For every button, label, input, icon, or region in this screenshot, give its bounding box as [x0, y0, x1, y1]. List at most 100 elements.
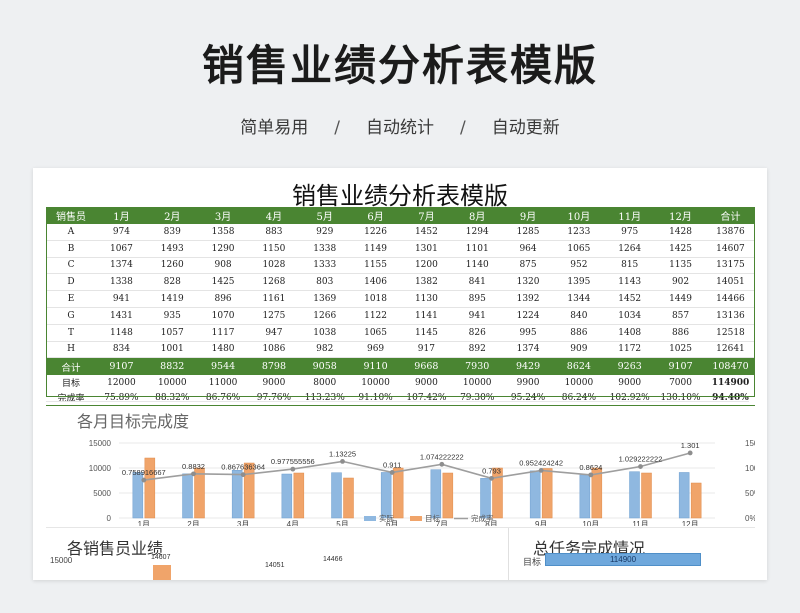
- table-cell: 886: [553, 324, 605, 342]
- legend-swatch-actual: [364, 516, 376, 521]
- table-cell: 12641: [705, 341, 755, 359]
- table-cell: 1260: [146, 257, 198, 275]
- table-cell: 13175: [705, 257, 755, 275]
- table-cell: 1224: [502, 307, 554, 325]
- x-tick-label: 11月: [632, 520, 648, 526]
- salesperson-bar: [153, 565, 171, 580]
- table-cell: 982: [299, 341, 351, 359]
- table-cell: 917: [400, 341, 452, 359]
- table-cell: 1141: [400, 307, 452, 325]
- total-cell: 8624: [553, 357, 605, 376]
- table-cell: 1374: [502, 341, 554, 359]
- data-label: 1.074222222: [420, 452, 464, 461]
- salesperson-bar-label: 14607: [151, 554, 171, 561]
- actual-bar: [480, 478, 491, 519]
- table-cell: 1449: [655, 290, 706, 308]
- legend-label: 完成率: [471, 513, 494, 523]
- salesperson-name: E: [46, 290, 97, 308]
- table-cell: 883: [248, 224, 300, 241]
- table-body: A 974 839 1358 883 929 1226 1452 1294 1285 1233 975…: [46, 224, 755, 359]
- total-cell: 9107: [96, 357, 147, 376]
- table-cell: 1233: [553, 224, 605, 241]
- table-cell: 1275: [248, 307, 300, 325]
- table-cell: 1018: [350, 290, 401, 308]
- y-left-tick-label: 0: [107, 514, 112, 523]
- table-cell: 1374: [96, 257, 147, 275]
- table-cell: 1369: [299, 290, 351, 308]
- total-cell: 9668: [400, 357, 452, 376]
- data-label: 0.911: [383, 460, 401, 469]
- column-header: 3月: [197, 207, 249, 224]
- table-cell: 1200: [400, 257, 452, 275]
- table-cell: 1122: [350, 307, 401, 325]
- total-cell: 9107: [655, 357, 706, 376]
- table-cell: 14607: [705, 240, 755, 258]
- table-cell: 12518: [705, 324, 755, 342]
- chart-area: [46, 401, 749, 526]
- salesperson-name: D: [46, 273, 97, 292]
- salesperson-chart-title: 各销售员业绩: [67, 539, 164, 558]
- table-cell: 1025: [655, 341, 706, 359]
- x-tick-label: 4月: [287, 520, 299, 526]
- table-cell: 995: [502, 324, 554, 342]
- table-cell: 1344: [553, 290, 605, 308]
- target-cell: 9900: [516, 377, 540, 388]
- table-cell: 908: [197, 257, 249, 275]
- column-header: 10月: [553, 207, 605, 224]
- x-tick-label: 1月: [138, 520, 150, 526]
- total-label: 合计: [46, 357, 97, 376]
- actual-bar: [281, 473, 293, 519]
- chart-title: 各月目标完成度: [77, 412, 190, 431]
- column-header: 11月: [604, 207, 656, 224]
- table-cell: 1290: [197, 240, 249, 258]
- y-right-tick-label: 100%: [745, 464, 755, 473]
- table-cell: 1028: [248, 257, 300, 275]
- table-cell: 1065: [350, 324, 401, 342]
- completion-rate-point: [290, 466, 296, 472]
- salesperson-y-tick: 15000: [50, 556, 73, 565]
- target-cell: 10000: [564, 377, 594, 388]
- table-cell: 1161: [248, 290, 300, 308]
- target-cell: 114900: [711, 377, 750, 388]
- column-header: 4月: [248, 207, 300, 224]
- table-cell: 1428: [655, 224, 706, 241]
- rate-cell: 107.42%: [400, 390, 452, 407]
- table-cell: 1419: [146, 290, 198, 308]
- table-cell: 1070: [197, 307, 249, 325]
- rate-row: 完成率 75.89% 88.32% 86.76% 97.76% 113.23% 91.10%…: [46, 390, 755, 407]
- target-label: 目标: [62, 379, 81, 390]
- table-cell: 1395: [553, 273, 605, 292]
- completion-rate-point: [191, 471, 196, 477]
- actual-bar: [678, 472, 690, 519]
- rate-cell: 102.92%: [604, 390, 656, 407]
- table-cell: 1226: [350, 224, 401, 241]
- y-right-tick-label: 150%: [745, 439, 755, 448]
- completion-rate-point: [340, 458, 345, 464]
- table-cell: 1034: [604, 307, 656, 325]
- target-bar: [442, 472, 454, 519]
- table-row: C 1374 1260 908 1028 1333 1155 1200 1140 875 952 81…: [46, 257, 755, 275]
- table-cell: 1117: [197, 324, 249, 342]
- table-cell: 1143: [604, 273, 656, 292]
- rate-cell: 79.30%: [451, 390, 503, 407]
- table-cell: 1480: [197, 341, 249, 359]
- actual-bar: [579, 474, 591, 519]
- tagline: 简单易用 / 自动统计 / 自动更新: [0, 113, 800, 138]
- rate-cell: 75.89%: [96, 390, 147, 407]
- target-bar: [492, 467, 503, 519]
- x-tick-label: 2月: [187, 520, 199, 526]
- target-cell: 9000: [618, 377, 642, 388]
- table-cell: 935: [146, 307, 198, 325]
- data-label: 0.758916667: [122, 468, 166, 477]
- table-cell: 1425: [655, 240, 706, 258]
- target-cell: 9000: [262, 377, 286, 388]
- table-cell: 1320: [502, 273, 554, 292]
- table-cell: 964: [502, 240, 554, 258]
- target-cell: 10000: [462, 377, 492, 388]
- target-cell: 12000: [107, 377, 136, 388]
- total-cell: 9110: [350, 357, 401, 376]
- completion-rate-point: [240, 472, 246, 478]
- column-header: 8月: [451, 207, 503, 224]
- table-summary: 合计 9107 8832 9544 8798 9058 9110 9668 7930 9429 86…: [46, 357, 755, 407]
- section-divider: [508, 528, 509, 580]
